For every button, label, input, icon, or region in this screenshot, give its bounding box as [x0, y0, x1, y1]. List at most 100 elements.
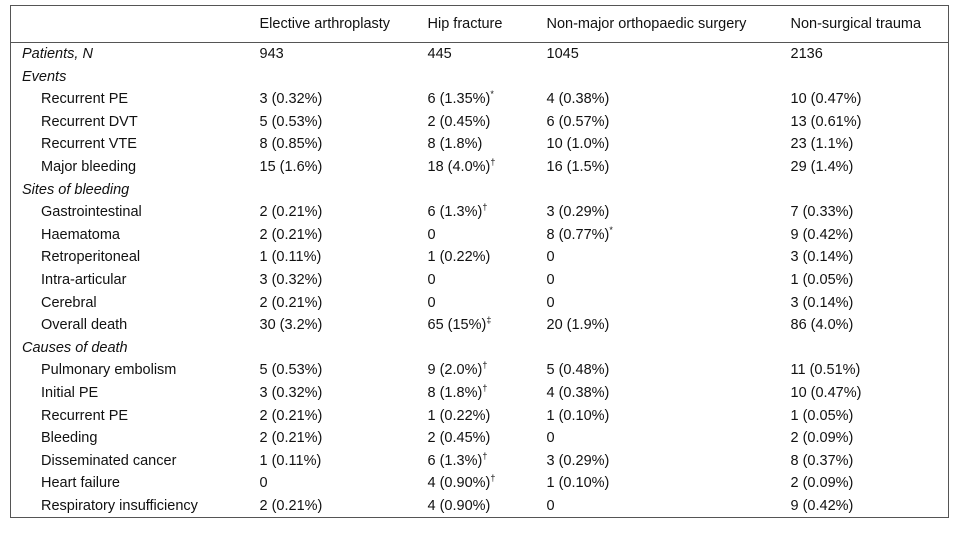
value-cell: 2 (0.45%): [427, 430, 491, 447]
row-label: Haematoma: [41, 226, 120, 243]
row-label: Respiratory insufficiency: [41, 497, 198, 514]
row-label: Recurrent PE: [41, 407, 129, 424]
table-row: Major bleeding 15 (1.6%) 18 (4.0%)† 16 (1.5…: [11, 156, 949, 179]
footnote-mark: ‡: [486, 315, 492, 326]
value-cell: 1 (0.11%): [259, 249, 322, 266]
empty-cell: [537, 66, 781, 89]
table-row: Retroperitoneal 1 (0.11%) 1 (0.22%) 0 3 (0.1…: [11, 246, 949, 269]
row-label: Gastrointestinal: [41, 204, 142, 221]
row-label: Recurrent VTE: [41, 136, 137, 153]
value-cell: 2 (0.09%): [790, 430, 854, 447]
value-cell: 2136: [790, 46, 823, 62]
table-row: Recurrent PE 2 (0.21%) 1 (0.22%) 1 (0.10%) 1…: [11, 405, 949, 428]
table-row: Initial PE 3 (0.32%) 8 (1.8%)† 4 (0.38%) 10 …: [11, 382, 949, 405]
empty-cell: [418, 337, 537, 360]
empty-cell: [250, 337, 418, 360]
value-cell: 16 (1.5%): [546, 158, 610, 175]
value-cell: 1 (0.11%): [259, 452, 322, 469]
empty-cell: [781, 66, 949, 89]
header-row: Elective arthroplasty Hip fracture Non-maj…: [10, 5, 949, 43]
value-cell: 0: [546, 249, 555, 266]
value-cell: 8 (0.77%)*: [537, 224, 781, 247]
column-header: Non-surgical trauma: [780, 5, 949, 43]
empty-cell: [418, 66, 537, 89]
value-cell: 29 (1.4%): [790, 158, 854, 175]
value-text: 8 (0.77%): [546, 226, 610, 243]
value-cell: 0: [427, 271, 436, 288]
row-label: Bleeding: [41, 430, 98, 447]
value-cell: 6 (1.3%)†: [418, 450, 537, 473]
column-header: Hip fracture: [417, 5, 537, 43]
table-row: Pulmonary embolism 5 (0.53%) 9 (2.0%)† 5 (0…: [11, 359, 949, 382]
value-cell: 4 (0.38%): [546, 384, 610, 401]
value-cell: 7 (0.33%): [790, 204, 854, 221]
value-cell: 8 (1.8%)†: [418, 382, 537, 405]
value-text: 8 (1.8%): [427, 384, 483, 401]
value-cell: 1 (0.10%): [546, 407, 610, 424]
row-label: Overall death: [41, 317, 128, 334]
value-cell: 6 (0.57%): [546, 113, 610, 130]
value-cell: 3 (0.32%): [259, 271, 323, 288]
row-label: Recurrent PE: [41, 91, 129, 108]
footnote-mark: †: [482, 202, 488, 213]
value-cell: 3 (0.32%): [259, 91, 323, 108]
value-cell: 1045: [546, 46, 579, 62]
value-cell: 5 (0.53%): [259, 113, 323, 130]
table-header: Elective arthroplasty Hip fracture Non-maj…: [10, 5, 949, 43]
value-cell: 8 (0.37%): [790, 452, 854, 469]
value-cell: 2 (0.45%): [427, 113, 491, 130]
value-cell: 8 (1.8%): [427, 136, 483, 153]
row-label: Cerebral: [41, 294, 97, 311]
value-cell: 0: [427, 294, 436, 311]
footnote-mark: †: [490, 473, 496, 484]
value-cell: 3 (0.29%): [546, 204, 610, 221]
value-cell: 23 (1.1%): [790, 136, 854, 153]
value-cell: 9 (2.0%)†: [418, 359, 537, 382]
value-cell: 11 (0.51%): [790, 362, 861, 379]
footnote-mark: †: [482, 450, 488, 461]
value-text: 6 (1.35%): [427, 91, 491, 108]
empty-cell: [537, 337, 781, 360]
value-cell: 2 (0.21%): [259, 430, 323, 447]
table-row: Intra-articular 3 (0.32%) 0 0 1 (0.05%): [11, 269, 949, 292]
value-cell: 10 (1.0%): [546, 136, 610, 153]
value-cell: 4 (0.90%)†: [418, 472, 537, 495]
row-label: Heart failure: [41, 475, 120, 492]
table-row: Patients, N 943 445 1045 2136: [11, 43, 949, 66]
table-row: Disseminated cancer 1 (0.11%) 6 (1.3%)† 3 (…: [11, 450, 949, 473]
value-cell: 3 (0.32%): [259, 384, 323, 401]
value-cell: 9 (0.42%): [790, 226, 854, 243]
value-cell: 10 (0.47%): [790, 384, 862, 401]
value-cell: 0: [427, 226, 436, 243]
value-cell: 5 (0.48%): [546, 362, 610, 379]
value-text: 6 (1.3%): [427, 204, 483, 221]
empty-cell: [781, 337, 949, 360]
value-cell: 0: [546, 294, 555, 311]
value-text: 65 (15%): [427, 317, 487, 334]
footnote-mark: †: [490, 156, 496, 167]
value-cell: 2 (0.21%): [259, 497, 323, 514]
header-cell: [10, 5, 250, 43]
value-cell: 3 (0.29%): [546, 452, 610, 469]
value-cell: 1 (0.05%): [790, 407, 854, 424]
row-label: Pulmonary embolism: [41, 362, 177, 379]
value-cell: 0: [546, 271, 555, 288]
value-cell: 2 (0.21%): [259, 294, 323, 311]
value-cell: 30 (3.2%): [259, 317, 323, 334]
table-row: Gastrointestinal 2 (0.21%) 6 (1.3%)† 3 (0.2…: [11, 201, 949, 224]
value-cell: 2 (0.21%): [259, 204, 323, 221]
value-text: 9 (2.0%): [427, 362, 483, 379]
table-row: Sites of bleeding: [11, 179, 949, 202]
value-cell: 1 (0.22%): [427, 407, 491, 424]
value-cell: 5 (0.53%): [259, 362, 323, 379]
value-cell: 8 (0.85%): [259, 136, 323, 153]
value-cell: 0: [546, 497, 555, 514]
value-cell: 2 (0.21%): [259, 226, 323, 243]
row-label: Recurrent DVT: [41, 113, 138, 130]
value-cell: 1 (0.05%): [790, 271, 854, 288]
table-row: Heart failure 0 4 (0.90%)† 1 (0.10%) 2 (0.09…: [11, 472, 949, 495]
table-row: Respiratory insufficiency 2 (0.21%) 4 (0.9…: [11, 495, 949, 518]
table-row: Events: [11, 66, 949, 89]
row-label: Retroperitoneal: [41, 249, 141, 266]
value-cell: 1 (0.10%): [546, 475, 610, 492]
